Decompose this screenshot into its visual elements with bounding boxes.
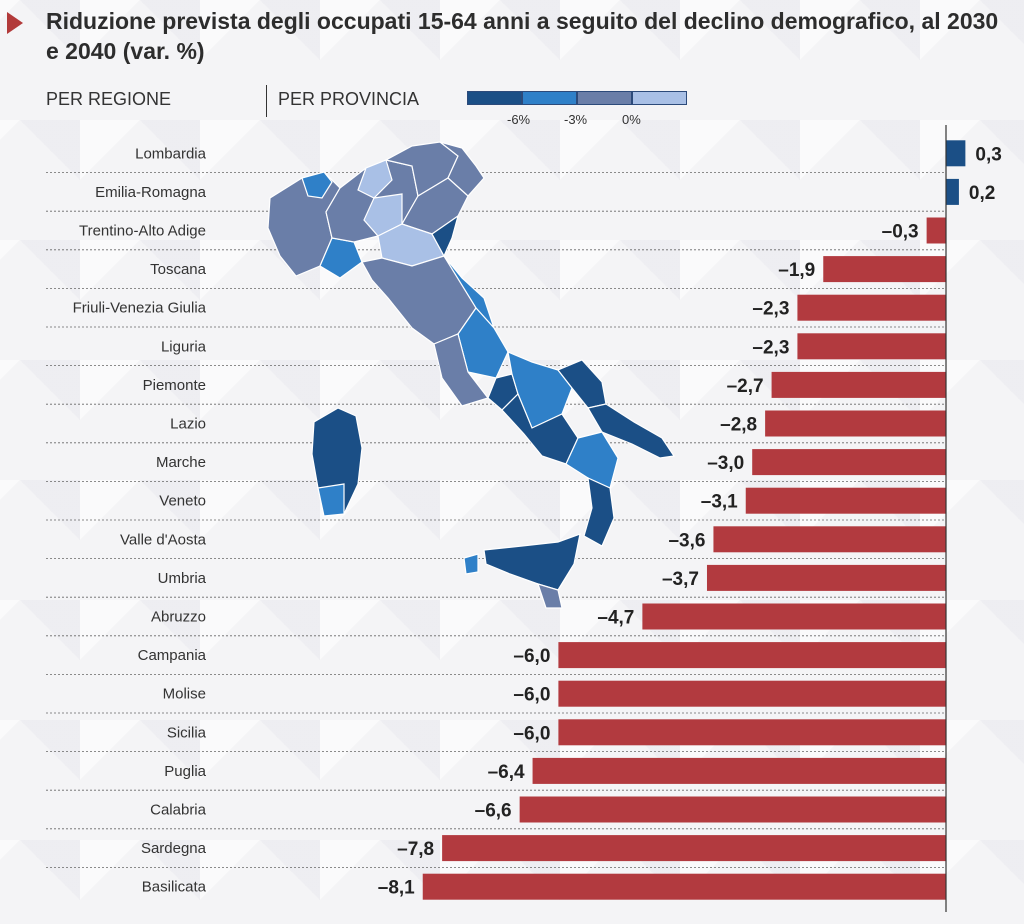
category-label: Molise [163, 686, 206, 703]
value-label: –2,8 [720, 415, 757, 436]
value-label: –6,6 [475, 801, 512, 822]
value-label: –7,8 [397, 839, 434, 860]
category-label: Basilicata [142, 879, 207, 896]
value-label: –2,3 [752, 337, 789, 358]
category-label: Emilia-Romagna [95, 184, 207, 201]
value-label: 0,2 [969, 183, 995, 204]
value-label: –6,0 [513, 685, 550, 706]
category-label: Lombardia [135, 145, 207, 162]
tab-per-provincia: PER PROVINCIA [278, 89, 420, 109]
bar [797, 294, 946, 321]
category-label: Calabria [150, 802, 207, 819]
bar [442, 835, 946, 862]
value-label: –8,1 [378, 878, 415, 899]
value-label: –0,3 [882, 222, 919, 243]
bar [558, 719, 946, 746]
value-label: –3,6 [668, 530, 705, 551]
category-label: Veneto [159, 493, 206, 510]
category-label: Lazio [170, 416, 206, 433]
map-region-north [325, 141, 485, 267]
category-label: Sardegna [141, 840, 207, 857]
value-label: –2,7 [727, 376, 764, 397]
category-label: Sicilia [167, 724, 207, 741]
legend-label-2: -3% [564, 112, 588, 127]
map-region-north-west [267, 171, 363, 279]
bar [706, 564, 946, 591]
value-label: –3,7 [662, 569, 699, 590]
tab-per-regione: PER REGIONE [46, 89, 172, 109]
value-label: –6,0 [513, 723, 550, 744]
bar [745, 487, 946, 514]
bar [532, 757, 946, 784]
category-label: Marche [156, 454, 206, 471]
legend-swatch-1 [467, 91, 522, 105]
legend-swatch-2 [522, 91, 577, 105]
category-label: Piemonte [143, 377, 206, 394]
value-label: –4,7 [597, 608, 634, 629]
category-label: Liguria [161, 338, 207, 355]
bar [642, 603, 946, 630]
bar [422, 873, 946, 900]
bar [558, 642, 946, 669]
legend-swatch-3 [577, 91, 632, 105]
value-label: –1,9 [778, 260, 815, 281]
bar [558, 680, 946, 707]
category-label: Trentino-Alto Adige [79, 223, 206, 240]
bar [713, 526, 946, 553]
legend-label-1: -6% [507, 112, 531, 127]
map-region-sicily [463, 533, 581, 609]
bar [765, 410, 946, 437]
bar [797, 333, 946, 360]
legend-label-3: 0% [622, 112, 641, 127]
category-label: Toscana [150, 261, 207, 278]
value-label: –6,4 [488, 762, 525, 783]
bar [752, 449, 946, 476]
bar [823, 256, 946, 283]
header-divider [266, 85, 267, 117]
title-marker [7, 12, 23, 34]
value-label: –3,1 [701, 492, 738, 513]
map-region-center [361, 255, 519, 411]
bar [926, 217, 946, 244]
category-label: Puglia [164, 763, 206, 780]
category-label: Campania [138, 647, 207, 664]
category-label: Valle d'Aosta [120, 531, 207, 548]
map-region-sardinia [311, 407, 363, 517]
value-label: –6,0 [513, 646, 550, 667]
bar [771, 371, 946, 398]
italy-province-map [267, 141, 676, 609]
value-label: –3,0 [707, 453, 744, 474]
map-region-south [501, 351, 676, 547]
value-label: –2,3 [752, 299, 789, 320]
bar [519, 796, 946, 823]
category-label: Abruzzo [151, 609, 206, 626]
legend-swatch-4 [632, 91, 687, 105]
category-label: Friuli-Venezia Giulia [73, 300, 207, 317]
bar [946, 178, 959, 205]
value-label: 0,3 [975, 144, 1001, 165]
bar [946, 140, 966, 167]
category-label: Umbria [158, 570, 207, 587]
chart-title: Riduzione prevista degli occupati 15-64 … [46, 8, 999, 64]
